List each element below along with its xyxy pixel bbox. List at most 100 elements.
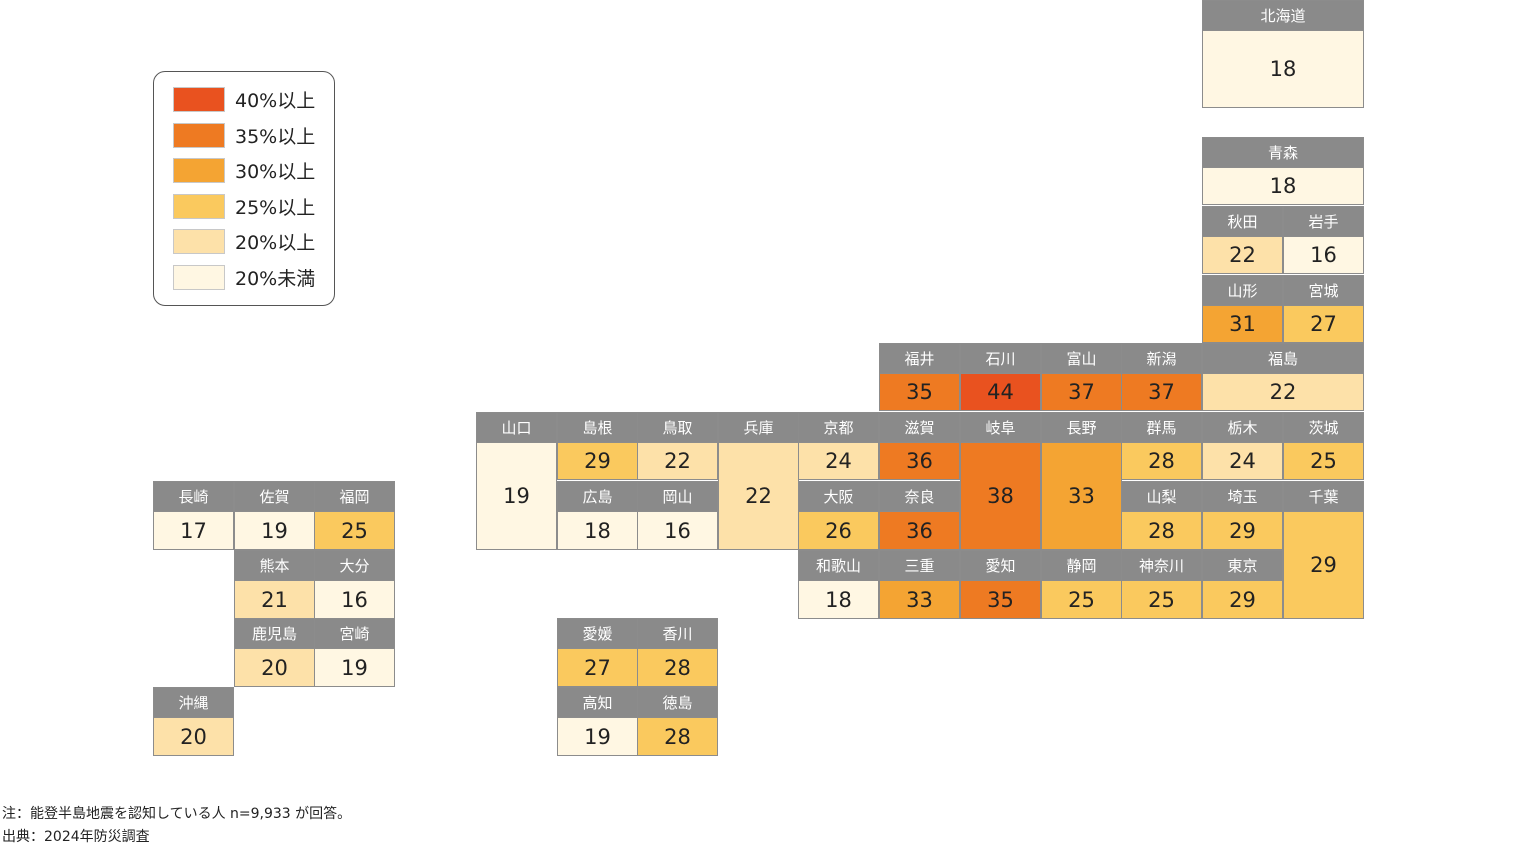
prefecture-name: 鳥取 bbox=[638, 413, 717, 443]
prefecture-value: 29 bbox=[558, 443, 637, 479]
prefecture-value: 17 bbox=[154, 512, 233, 549]
prefecture-tile: 北海道 18 bbox=[1202, 0, 1364, 108]
prefecture-name: 宮崎 bbox=[315, 619, 394, 649]
prefecture-name: 神奈川 bbox=[1122, 551, 1201, 581]
prefecture-name: 茨城 bbox=[1284, 413, 1363, 443]
prefecture-value: 20 bbox=[154, 718, 233, 755]
prefecture-value: 28 bbox=[638, 649, 717, 686]
prefecture-tile: 宮城 27 bbox=[1283, 275, 1364, 343]
prefecture-name: 群馬 bbox=[1122, 413, 1201, 443]
prefecture-tile: 千葉 29 bbox=[1283, 481, 1364, 619]
source-text: 出典：2024年防災調査 bbox=[2, 829, 150, 845]
prefecture-tile: 鳥取 22 bbox=[637, 412, 718, 480]
prefecture-name: 香川 bbox=[638, 619, 717, 649]
prefecture-value: 36 bbox=[880, 512, 959, 549]
legend-swatch bbox=[173, 122, 225, 148]
prefecture-value: 24 bbox=[1203, 443, 1282, 479]
legend-label: 20%以上 bbox=[235, 232, 316, 254]
prefecture-tile: 静岡 25 bbox=[1041, 550, 1122, 619]
prefecture-name: 山口 bbox=[477, 413, 556, 443]
prefecture-tile: 山口 19 bbox=[476, 412, 557, 550]
prefecture-value: 21 bbox=[235, 581, 314, 618]
note-text: 注：能登半島地震を認知している人 n=9,933 が回答。 bbox=[2, 806, 352, 822]
legend-label: 20%未満 bbox=[235, 267, 316, 290]
legend-swatch bbox=[173, 193, 225, 219]
prefecture-tile: 岩手 16 bbox=[1283, 206, 1364, 274]
prefecture-value: 22 bbox=[1203, 374, 1363, 410]
prefecture-name: 鹿児島 bbox=[235, 619, 314, 649]
prefecture-value: 29 bbox=[1203, 581, 1282, 618]
prefecture-value: 25 bbox=[315, 512, 394, 549]
prefecture-name: 沖縄 bbox=[154, 688, 233, 718]
prefecture-value: 16 bbox=[638, 512, 717, 549]
prefecture-value: 19 bbox=[235, 512, 314, 549]
prefecture-value: 18 bbox=[799, 581, 878, 618]
prefecture-name: 兵庫 bbox=[719, 413, 798, 443]
prefecture-tile: 福井 35 bbox=[879, 343, 960, 411]
prefecture-value: 33 bbox=[1042, 443, 1121, 549]
prefecture-name: 広島 bbox=[558, 482, 637, 512]
prefecture-name: 東京 bbox=[1203, 551, 1282, 581]
prefecture-name: 長崎 bbox=[154, 482, 233, 512]
prefecture-tile: 神奈川 25 bbox=[1121, 550, 1202, 619]
legend-label: 35%以上 bbox=[235, 125, 316, 148]
prefecture-tile: 広島 18 bbox=[557, 481, 638, 550]
prefecture-tile: 愛媛 27 bbox=[557, 618, 638, 687]
prefecture-tile: 栃木 24 bbox=[1202, 412, 1283, 480]
prefecture-name: 京都 bbox=[799, 413, 878, 443]
prefecture-tile: 宮崎 19 bbox=[314, 618, 395, 687]
legend-item: 35%以上 bbox=[173, 122, 315, 149]
prefecture-value: 19 bbox=[477, 443, 556, 549]
prefecture-value: 28 bbox=[1122, 443, 1201, 479]
prefecture-tile: 愛知 35 bbox=[960, 550, 1041, 619]
legend-label: 25%以上 bbox=[235, 196, 316, 219]
prefecture-value: 27 bbox=[558, 649, 637, 686]
prefecture-tile: 沖縄 20 bbox=[153, 687, 234, 756]
legend-item: 30%以上 bbox=[173, 157, 315, 184]
prefecture-value: 25 bbox=[1284, 443, 1363, 479]
prefecture-value: 27 bbox=[1284, 306, 1363, 342]
legend-swatch bbox=[173, 87, 225, 112]
prefecture-name: 熊本 bbox=[235, 551, 314, 581]
prefecture-tile: 三重 33 bbox=[879, 550, 960, 619]
prefecture-tile: 兵庫 22 bbox=[718, 412, 799, 550]
prefecture-tile: 奈良 36 bbox=[879, 481, 960, 550]
prefecture-value: 38 bbox=[961, 443, 1040, 549]
prefecture-name: 高知 bbox=[558, 688, 637, 718]
prefecture-name: 北海道 bbox=[1203, 1, 1363, 31]
prefecture-value: 31 bbox=[1203, 306, 1282, 342]
prefecture-name: 静岡 bbox=[1042, 551, 1121, 581]
prefecture-name: 滋賀 bbox=[880, 413, 959, 443]
prefecture-tile: 徳島 28 bbox=[637, 687, 718, 756]
prefecture-tile: 新潟 37 bbox=[1121, 343, 1202, 411]
prefecture-name: 大阪 bbox=[799, 482, 878, 512]
legend-label: 30%以上 bbox=[235, 161, 316, 183]
prefecture-name: 岐阜 bbox=[961, 413, 1040, 443]
prefecture-name: 岡山 bbox=[638, 482, 717, 512]
prefecture-tile: 長野 33 bbox=[1041, 412, 1122, 550]
legend-swatch bbox=[173, 264, 225, 290]
prefecture-value: 16 bbox=[315, 581, 394, 618]
prefecture-value: 20 bbox=[235, 649, 314, 686]
prefecture-name: 石川 bbox=[961, 344, 1040, 374]
prefecture-name: 福島 bbox=[1203, 344, 1363, 374]
legend-item: 25%以上 bbox=[173, 193, 315, 220]
prefecture-tile: 埼玉 29 bbox=[1202, 481, 1283, 550]
prefecture-tile: 大阪 26 bbox=[798, 481, 879, 550]
prefecture-value: 22 bbox=[1203, 237, 1282, 273]
prefecture-value: 35 bbox=[961, 581, 1040, 618]
prefecture-tile: 秋田 22 bbox=[1202, 206, 1283, 274]
prefecture-value: 18 bbox=[1203, 31, 1363, 107]
prefecture-name: 山形 bbox=[1203, 276, 1282, 306]
prefecture-name: 福岡 bbox=[315, 482, 394, 512]
prefecture-value: 19 bbox=[558, 718, 637, 755]
prefecture-name: 島根 bbox=[558, 413, 637, 443]
prefecture-tile: 青森 18 bbox=[1202, 137, 1364, 205]
prefecture-tile: 滋賀 36 bbox=[879, 412, 960, 480]
prefecture-tile: 和歌山 18 bbox=[798, 550, 879, 619]
prefecture-tile: 群馬 28 bbox=[1121, 412, 1202, 480]
prefecture-name: 富山 bbox=[1042, 344, 1121, 374]
prefecture-tile: 福島 22 bbox=[1202, 343, 1364, 411]
prefecture-value: 22 bbox=[638, 443, 717, 479]
